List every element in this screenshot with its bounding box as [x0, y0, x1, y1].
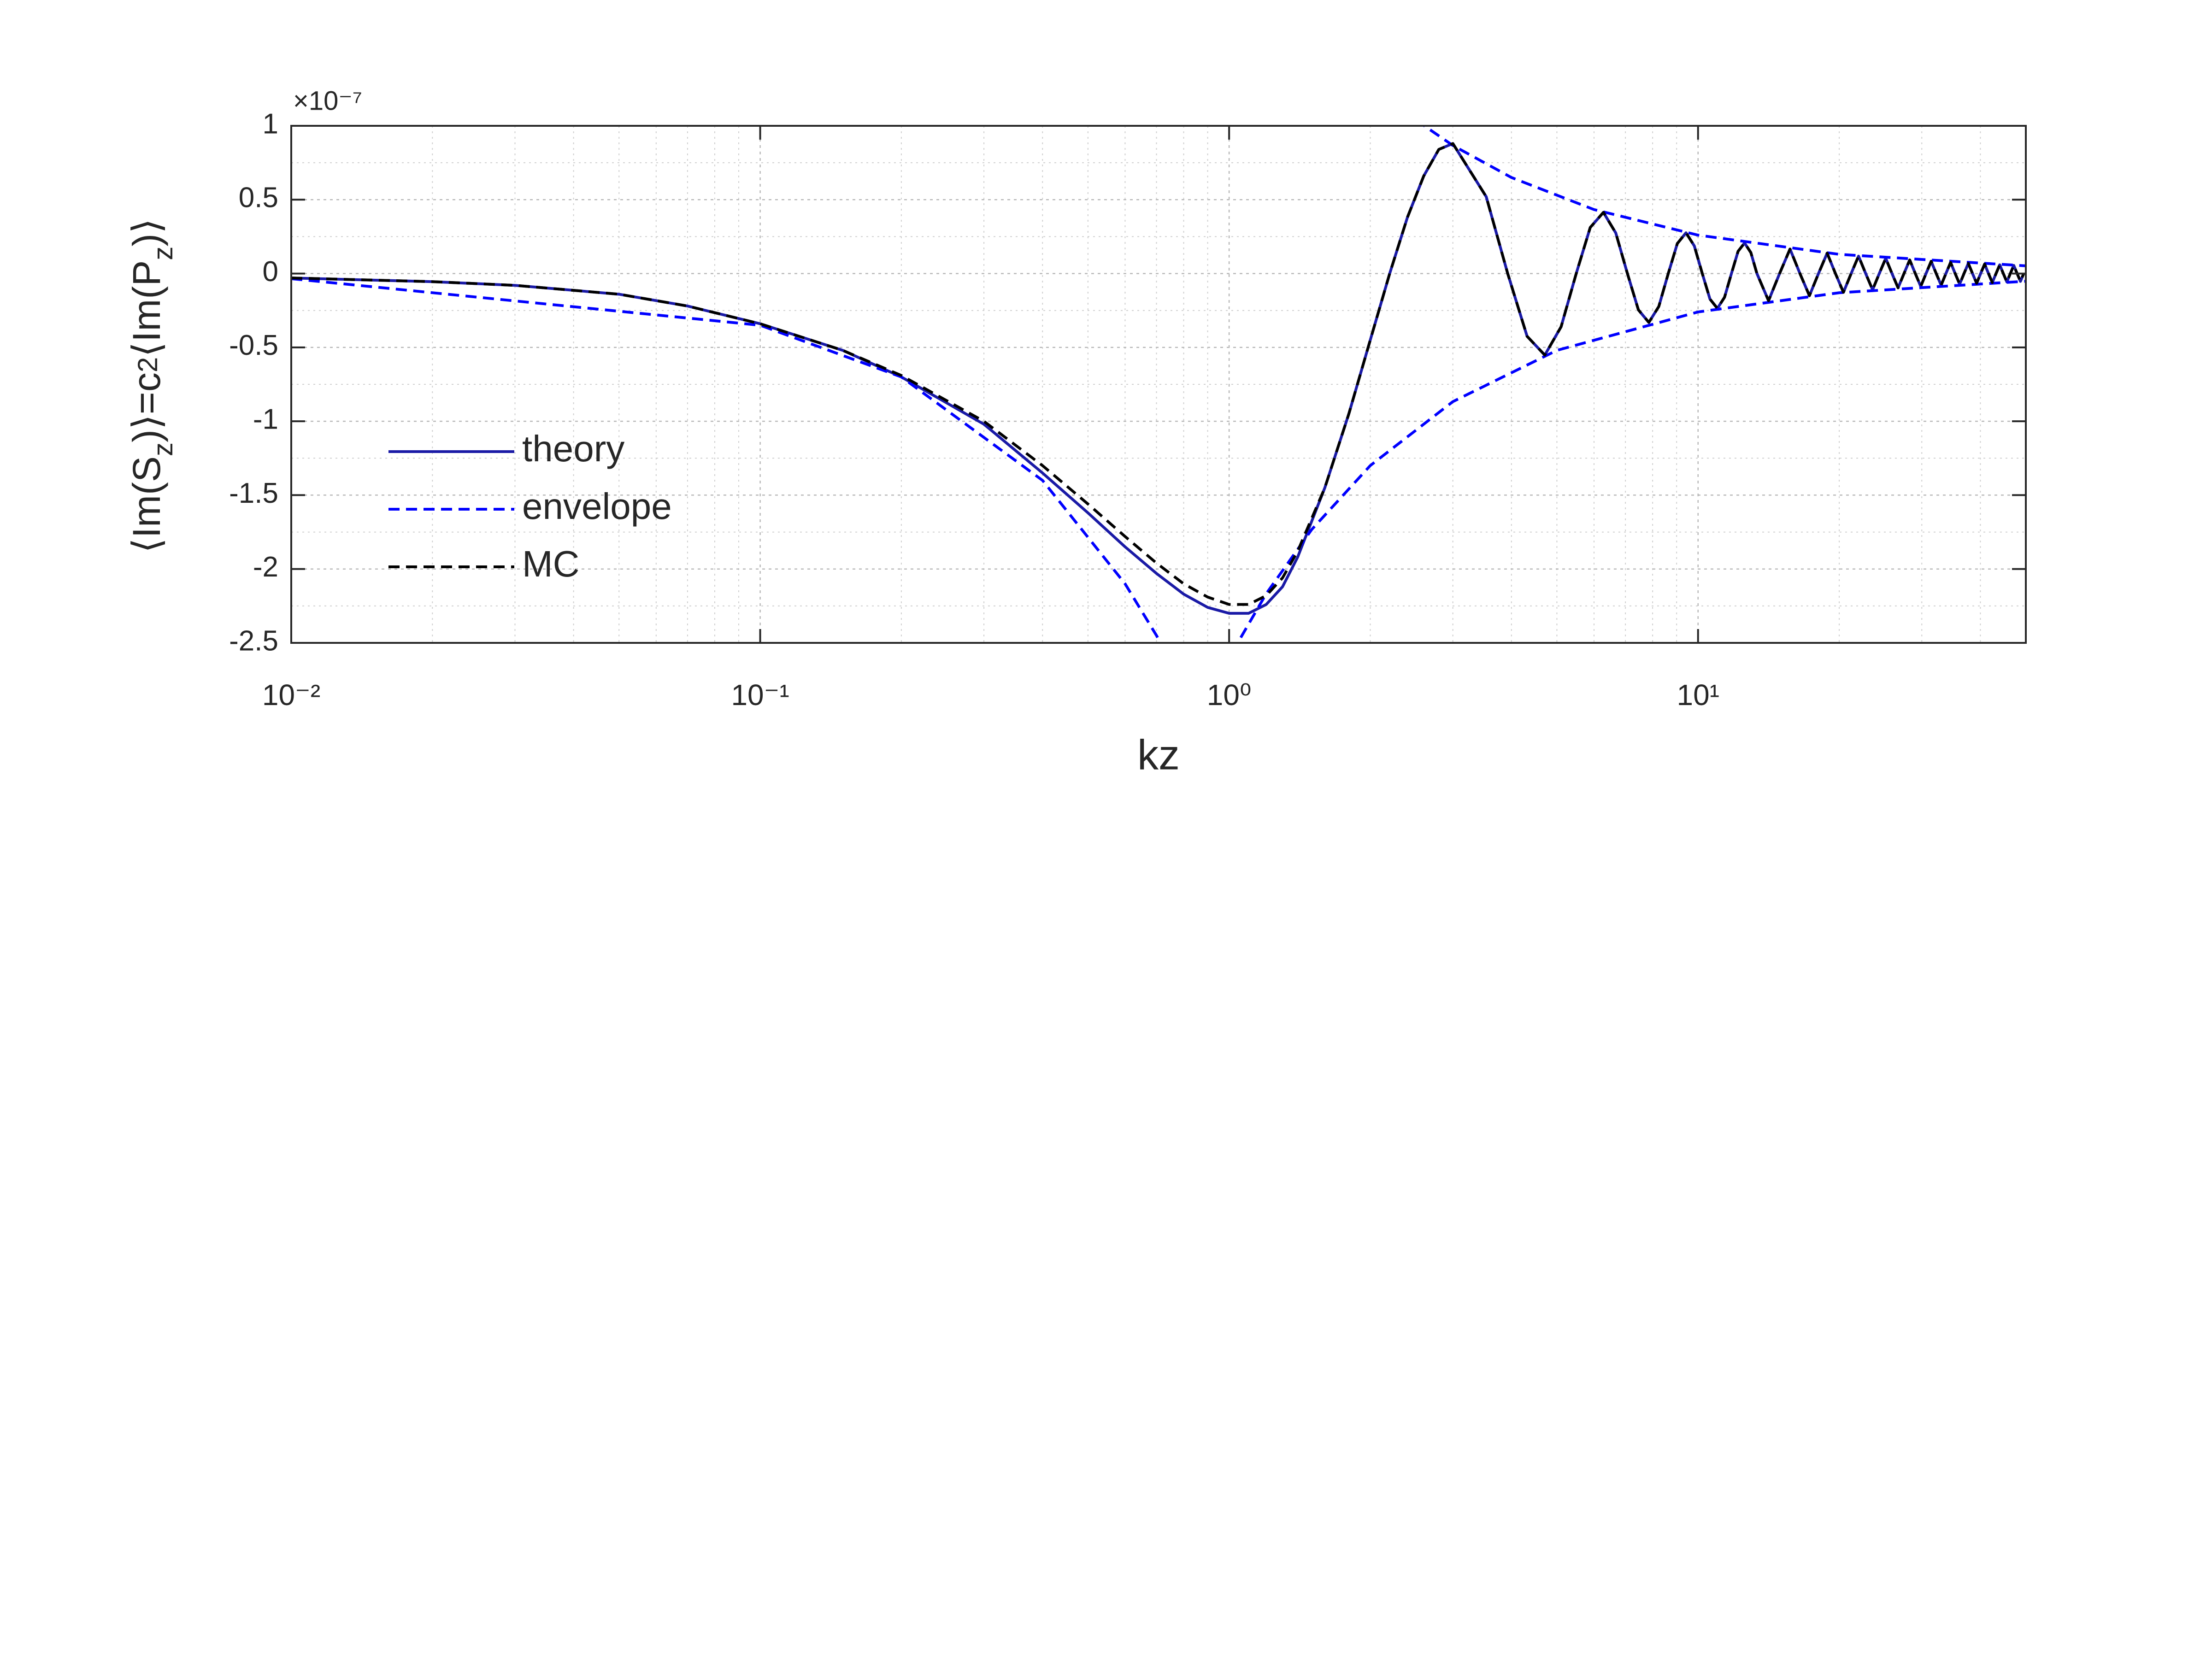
- y-multiplier: ×10⁻⁷: [293, 86, 362, 116]
- y-axis-label-part: z: [147, 247, 178, 260]
- legend-label: MC: [522, 543, 579, 584]
- y-tick-label: 0.5: [239, 182, 278, 214]
- y-axis-label-part: 2: [132, 357, 163, 372]
- x-tick-label: 10⁻¹: [731, 678, 789, 712]
- axes-frame: [290, 125, 2027, 644]
- y-tick-label: -2.5: [229, 625, 278, 657]
- y-axis-label-part: ⟨Im(S: [125, 456, 168, 553]
- y-axis-label-part: )⟩=c: [125, 372, 168, 442]
- plot-area: [291, 126, 2026, 643]
- y-tick-label: -1: [253, 404, 278, 435]
- y-tick-label: -0.5: [229, 329, 278, 361]
- x-tick-label: 10⁰: [1207, 678, 1252, 712]
- y-tick-label: -2: [253, 551, 278, 583]
- y-axis-label-part: )⟩: [125, 218, 168, 247]
- y-tick-label: 1: [263, 108, 278, 140]
- y-axis-label: ⟨Im(Sz)⟩=c2⟨Im(Pz)⟩: [125, 218, 178, 553]
- x-tick-label: 10⁻²: [262, 678, 320, 712]
- legend-label: theory: [522, 428, 624, 469]
- y-axis-label-part: ⟨Im(P: [125, 260, 168, 357]
- series-line: [291, 142, 2025, 606]
- x-axis-label: kz: [1137, 731, 1180, 778]
- legend-label: envelope: [522, 486, 672, 527]
- x-tick-label: 10¹: [1677, 678, 1719, 712]
- y-tick-label: 0: [263, 256, 278, 288]
- y-tick-label: -1.5: [229, 477, 278, 509]
- y-axis-label-part: z: [147, 442, 178, 456]
